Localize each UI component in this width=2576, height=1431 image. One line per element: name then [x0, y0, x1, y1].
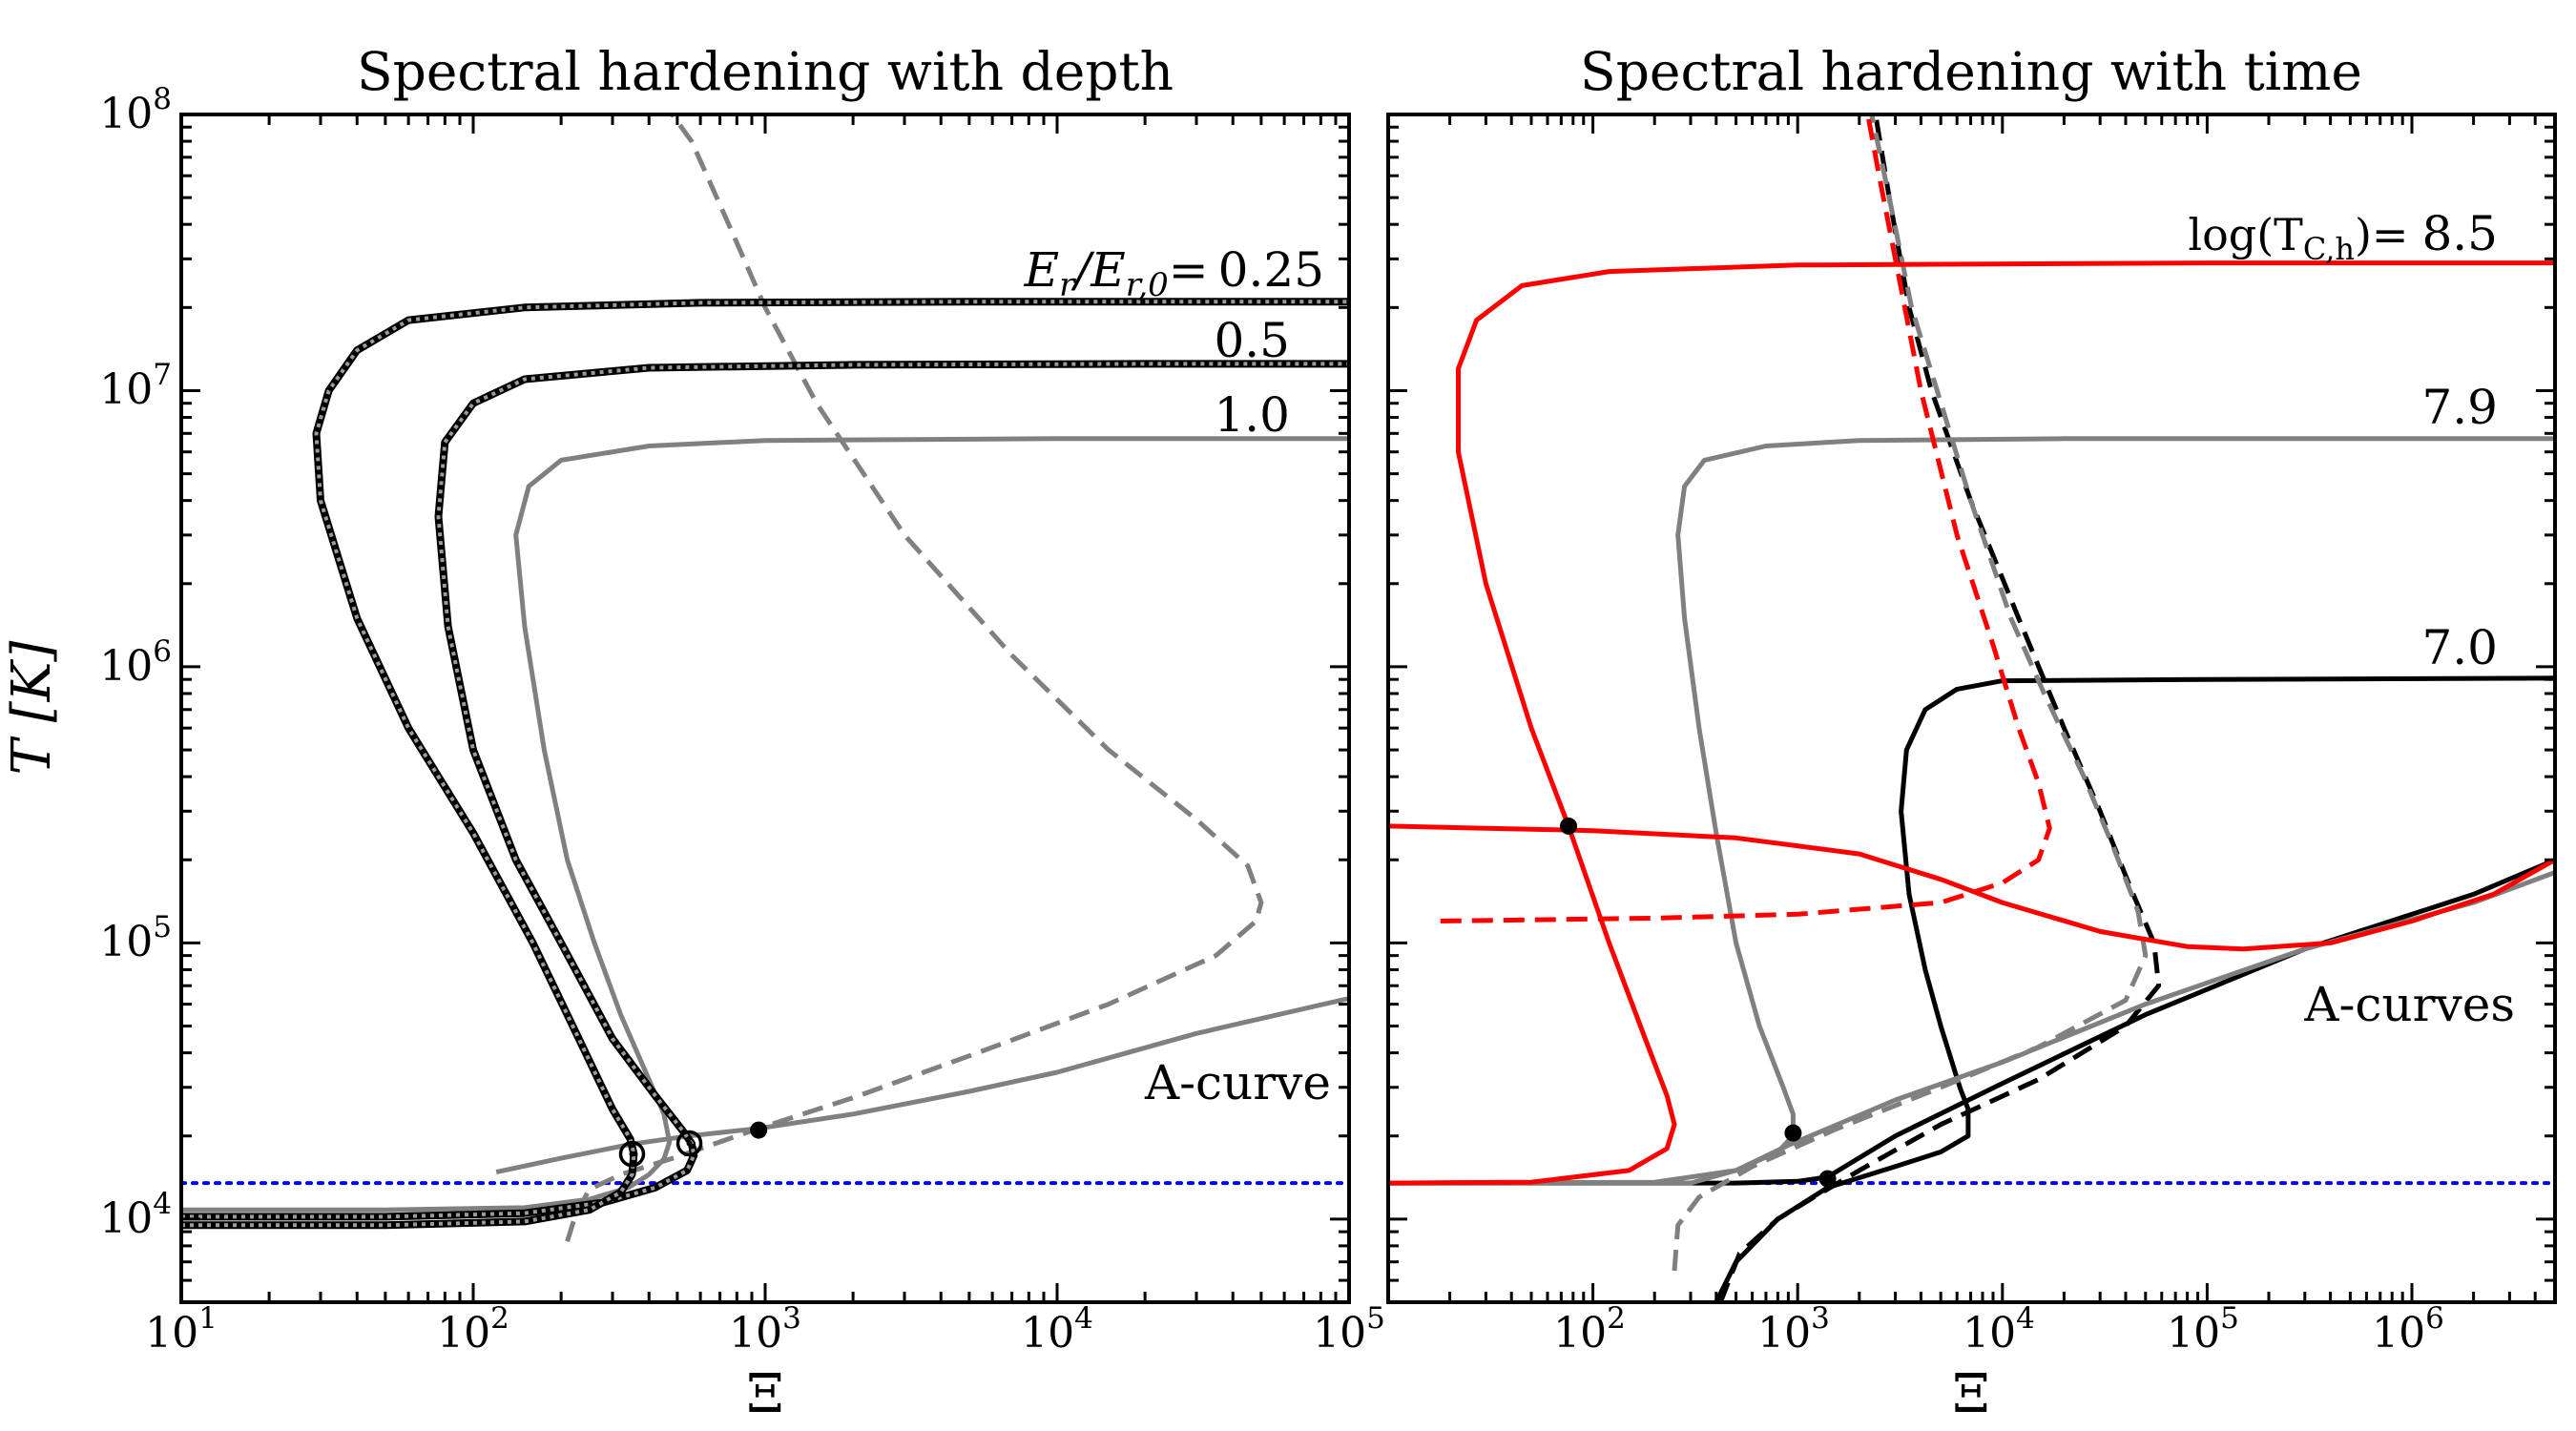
marker-filled	[750, 1121, 768, 1139]
x-axis-label: Ξ	[1952, 1363, 1989, 1425]
x-tick-label: 105	[1313, 1301, 1385, 1358]
marker-filled	[1560, 817, 1578, 835]
marker-filled	[1784, 1124, 1802, 1142]
series-line	[181, 436, 1349, 1213]
y-axis-label: T [K]	[1, 641, 63, 776]
x-tick-label: 103	[1757, 1301, 1830, 1358]
series-line	[1388, 823, 2555, 952]
chart-time: Spectral hardening with time 102 103 104…	[1386, 41, 2557, 1425]
x-tick-label: 105	[2167, 1301, 2239, 1358]
series-line	[565, 114, 1264, 1243]
series-line	[1388, 436, 2555, 1186]
series-line	[1388, 260, 2555, 1186]
y-tick-label: 106	[99, 634, 172, 691]
param-label: log(TC,h)= 8.5	[2188, 206, 2498, 267]
x-tick-label: 104	[1963, 1301, 2035, 1358]
plot-area	[1388, 114, 2555, 1302]
series-line	[1388, 857, 2555, 1186]
param-value-label: 7.9	[2421, 380, 2498, 435]
series-line	[1714, 675, 2555, 1302]
x-axis-label: Ξ	[746, 1363, 783, 1425]
chart-title: Spectral hardening with depth	[357, 41, 1174, 102]
a-curves-label: A-curves	[2303, 977, 2515, 1032]
y-tick-label: 108	[99, 82, 172, 138]
series-line	[495, 996, 1349, 1175]
param-value-label: 0.5	[1214, 313, 1290, 368]
plot-frame	[1386, 113, 2557, 1304]
y-tick-label: 104	[99, 1187, 172, 1243]
series-line	[1717, 114, 2162, 1302]
series-line	[181, 362, 1349, 1219]
a-curve-label: A-curve	[1144, 1055, 1331, 1110]
param-value-label: 7.0	[2421, 620, 2498, 675]
marker-open	[618, 1140, 646, 1168]
axis-ticks	[1386, 113, 2557, 1304]
plot-frame	[179, 113, 1351, 1304]
series-line	[1672, 114, 2149, 1272]
x-tick-label: 102	[1553, 1301, 1626, 1358]
series-line	[1440, 114, 2052, 923]
chart-title: Spectral hardening with time	[1580, 41, 2362, 102]
param-label: Er/Er,0= 0.25	[1024, 242, 1324, 304]
param-value-label: 1.0	[1214, 387, 1290, 443]
marker-open	[675, 1130, 703, 1157]
marker-dot	[686, 1140, 693, 1147]
x-tick-label: 104	[1021, 1301, 1093, 1358]
x-tick-label: 101	[145, 1301, 218, 1358]
plot-area	[181, 114, 1349, 1243]
x-tick-label: 103	[729, 1301, 801, 1358]
y-tick-label: 105	[99, 910, 172, 966]
x-tick-label: 102	[437, 1301, 509, 1358]
x-tick-label: 106	[2372, 1301, 2444, 1358]
y-tick-label: 107	[99, 358, 172, 414]
chart-depth: Spectral hardening with depth 104 105 10…	[1, 41, 1385, 1425]
marker-filled	[1818, 1170, 1837, 1188]
marker-dot	[629, 1151, 635, 1157]
series-line-outline	[181, 298, 1349, 1230]
